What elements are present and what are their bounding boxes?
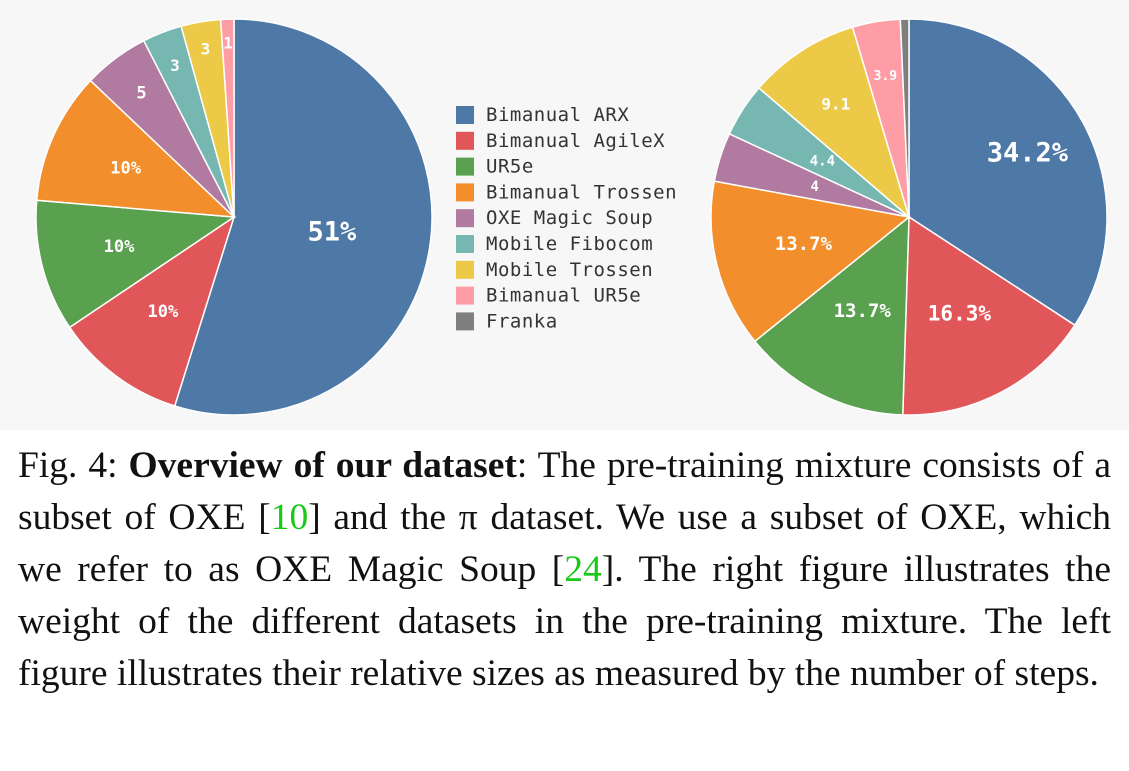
pie-slice-ur5e: [753, 215, 910, 416]
slice-label-mobile-trossen: 3: [201, 40, 211, 59]
legend-label: Bimanual AgileX: [486, 130, 665, 152]
citation-link-10[interactable]: 10: [270, 497, 309, 538]
slice-label-bimanual-ur5e: 1: [223, 33, 233, 52]
legend-item-oxe-magic-soup: OXE Magic Soup: [456, 207, 653, 229]
legend: Bimanual ARX Bimanual AgileX UR5e Bimanual …: [456, 104, 677, 332]
caption-text-1: : The pre-training mixture consists of a…: [18, 445, 1111, 538]
pie-chart-right: 34.2% 16.3% 13.7% 13.7% 4 4.4 9.1 3.9: [710, 18, 1108, 416]
legend-label: UR5e: [486, 156, 534, 178]
legend-swatch: [456, 312, 474, 331]
pie-slice-franka: [899, 18, 910, 218]
slice-label-bimanual-trossen: 13.7%: [775, 233, 833, 255]
legend-item-bimanual-arx: Bimanual ARX: [456, 104, 629, 126]
legend-label: Franka: [486, 310, 558, 332]
legend-label: Mobile Fibocom: [486, 233, 653, 255]
legend-label: Mobile Trossen: [486, 259, 653, 281]
legend-item-bimanual-ur5e: Bimanual UR5e: [456, 285, 641, 307]
legend-item-bimanual-trossen: Bimanual Trossen: [456, 181, 677, 203]
pie-slice-bimanual-trossen: [35, 79, 237, 218]
legend-label: Bimanual Trossen: [486, 181, 677, 203]
slice-label-mobile-trossen: 9.1: [821, 95, 850, 114]
slice-label-bimanual-agilex: 16.3%: [928, 302, 992, 326]
slice-label-bimanual-trossen: 10%: [110, 158, 141, 178]
slice-label-bimanual-ur5e: 3.9: [874, 69, 897, 84]
legend-label: Bimanual UR5e: [486, 285, 641, 307]
caption-prefix: Fig. 4:: [18, 445, 129, 486]
legend-label: OXE Magic Soup: [486, 207, 653, 229]
pie-slice-bimanual-arx: [173, 18, 433, 416]
slice-label-bimanual-arx: 34.2%: [987, 137, 1069, 168]
legend-swatch: [456, 157, 474, 176]
pie-slice-mobile-trossen: [757, 26, 911, 220]
legend-swatch: [456, 286, 474, 305]
legend-item-bimanual-agilex: Bimanual AgileX: [456, 130, 665, 152]
legend-swatch: [456, 131, 474, 150]
slice-label-mobile-fibocom: 3: [170, 56, 180, 75]
figure-caption: Fig. 4: Overview of our dataset: The pre…: [18, 440, 1111, 700]
legend-swatch: [456, 235, 474, 253]
caption-text-3: ]. The right figure illustrates the weig…: [18, 549, 1111, 694]
legend-item-franka: Franka: [456, 310, 558, 332]
pie-slice-bimanual-agilex: [68, 215, 236, 407]
caption-title: Overview of our dataset: [128, 445, 517, 486]
legend-swatch: [456, 106, 474, 124]
slice-label-ur5e: 10%: [104, 237, 135, 257]
pie-chart-left: 51%10%10%10%533 1: [35, 18, 433, 416]
legend-swatch: [456, 183, 474, 202]
caption-text-2: ] and the π dataset. We use a subset of …: [18, 497, 1112, 590]
figure-area: 51% 10% 10% 10% 5 3 3 1 34.2% 16.3% 13.7% 13.7% 4 4.4…: [35, 18, 1108, 416]
citation-link-24[interactable]: 24: [564, 549, 602, 590]
slice-label-bimanual-agilex: 10%: [148, 302, 179, 322]
slice-label-bimanual-arx: 51%: [308, 217, 358, 248]
slice-label-mobile-fibocom: 4.4: [810, 153, 835, 169]
pie-slice-bimanual-ur5e: [219, 18, 235, 218]
legend-swatch: [456, 260, 474, 279]
slice-label-oxe-magic-soup: 4: [810, 179, 818, 195]
slice-label-oxe-magic-soup: 5: [136, 83, 146, 103]
slice-label-ur5e: 13.7%: [834, 300, 892, 322]
legend-label: Bimanual ARX: [486, 104, 629, 126]
legend-swatch: [456, 209, 474, 228]
pie-slice-bimanual-trossen: [710, 180, 911, 343]
pie-slice-ur5e: [35, 199, 237, 329]
pie-slice-bimanual-agilex: [902, 215, 1076, 416]
legend-item-ur5e: UR5e: [456, 156, 534, 178]
legend-item-mobile-trossen: Mobile Trossen: [456, 259, 653, 281]
pie-charts-figure: 51%10%10%10%533 134.2%16.3%13.7%13.7%44.4…: [35, 18, 1108, 416]
legend-item-mobile-fibocom: Mobile Fibocom: [456, 233, 653, 255]
